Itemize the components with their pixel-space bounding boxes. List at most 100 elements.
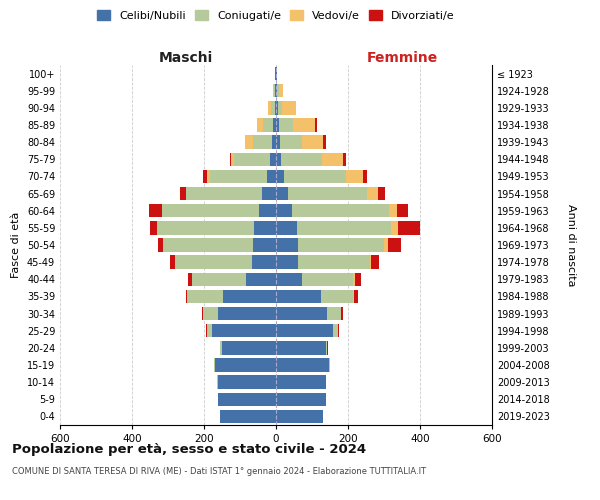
Bar [384, 238, 388, 252]
Bar [343, 152, 346, 166]
Bar [275, 84, 276, 98]
Bar [218, 376, 276, 389]
Bar [327, 307, 341, 320]
Bar [363, 170, 367, 183]
Bar [391, 221, 398, 234]
Bar [158, 238, 163, 252]
Bar [234, 152, 269, 166]
Bar [298, 238, 384, 252]
Bar [276, 101, 278, 114]
Bar [276, 376, 326, 389]
Bar [346, 170, 363, 183]
Y-axis label: Fasce di età: Fasce di età [11, 212, 21, 278]
Bar [338, 324, 339, 338]
Bar [321, 290, 353, 303]
Bar [170, 256, 175, 269]
Bar [257, 118, 263, 132]
Bar [215, 358, 276, 372]
Bar [397, 204, 408, 218]
Legend: Celibi/Nubili, Coniugati/e, Vedovi/e, Divorziati/e: Celibi/Nubili, Coniugati/e, Vedovi/e, Di… [95, 8, 457, 24]
Bar [188, 272, 192, 286]
Bar [276, 152, 281, 166]
Bar [157, 221, 254, 234]
Bar [355, 272, 361, 286]
Bar [353, 272, 355, 286]
Bar [276, 238, 298, 252]
Bar [222, 341, 276, 354]
Bar [179, 187, 186, 200]
Bar [276, 204, 292, 218]
Bar [163, 238, 253, 252]
Bar [281, 152, 322, 166]
Bar [254, 221, 276, 234]
Bar [276, 392, 326, 406]
Bar [149, 204, 162, 218]
Bar [192, 272, 247, 286]
Text: Popolazione per età, sesso e stato civile - 2024: Popolazione per età, sesso e stato civil… [12, 442, 366, 456]
Bar [276, 118, 279, 132]
Bar [267, 170, 276, 183]
Bar [277, 84, 278, 98]
Bar [367, 187, 377, 200]
Bar [269, 152, 276, 166]
Bar [203, 307, 218, 320]
Bar [276, 170, 284, 183]
Bar [278, 84, 283, 98]
Bar [276, 307, 327, 320]
Text: Maschi: Maschi [159, 50, 213, 64]
Bar [150, 221, 157, 234]
Bar [207, 170, 210, 183]
Bar [280, 136, 302, 149]
Bar [389, 204, 397, 218]
Bar [187, 290, 223, 303]
Bar [353, 290, 355, 303]
Bar [276, 358, 329, 372]
Bar [371, 256, 379, 269]
Bar [245, 136, 253, 149]
Bar [220, 410, 276, 423]
Bar [275, 101, 276, 114]
Bar [230, 152, 232, 166]
Bar [274, 118, 276, 132]
Bar [276, 410, 323, 423]
Bar [293, 118, 315, 132]
Text: Femmine: Femmine [367, 50, 437, 64]
Bar [278, 101, 282, 114]
Bar [162, 204, 259, 218]
Bar [247, 272, 276, 286]
Bar [276, 256, 298, 269]
Bar [302, 272, 353, 286]
Bar [388, 238, 401, 252]
Bar [276, 221, 297, 234]
Bar [185, 290, 187, 303]
Bar [276, 341, 326, 354]
Bar [259, 204, 276, 218]
Bar [370, 256, 371, 269]
Bar [323, 136, 326, 149]
Bar [302, 136, 323, 149]
Bar [322, 152, 343, 166]
Bar [268, 101, 271, 114]
Bar [218, 392, 276, 406]
Bar [287, 187, 367, 200]
Bar [276, 136, 280, 149]
Bar [276, 324, 333, 338]
Bar [275, 67, 276, 80]
Bar [271, 101, 275, 114]
Text: COMUNE DI SANTA TERESA DI RIVA (ME) - Dati ISTAT 1° gennaio 2024 - Elaborazione : COMUNE DI SANTA TERESA DI RIVA (ME) - Da… [12, 468, 426, 476]
Bar [341, 307, 343, 320]
Bar [276, 187, 287, 200]
Bar [292, 204, 389, 218]
Bar [326, 341, 328, 354]
Bar [276, 272, 302, 286]
Bar [284, 170, 346, 183]
Bar [220, 341, 222, 354]
Bar [276, 84, 277, 98]
Y-axis label: Anni di nascita: Anni di nascita [566, 204, 577, 286]
Bar [253, 136, 272, 149]
Bar [315, 118, 317, 132]
Bar [232, 152, 234, 166]
Bar [377, 187, 385, 200]
Bar [398, 221, 420, 234]
Bar [276, 290, 321, 303]
